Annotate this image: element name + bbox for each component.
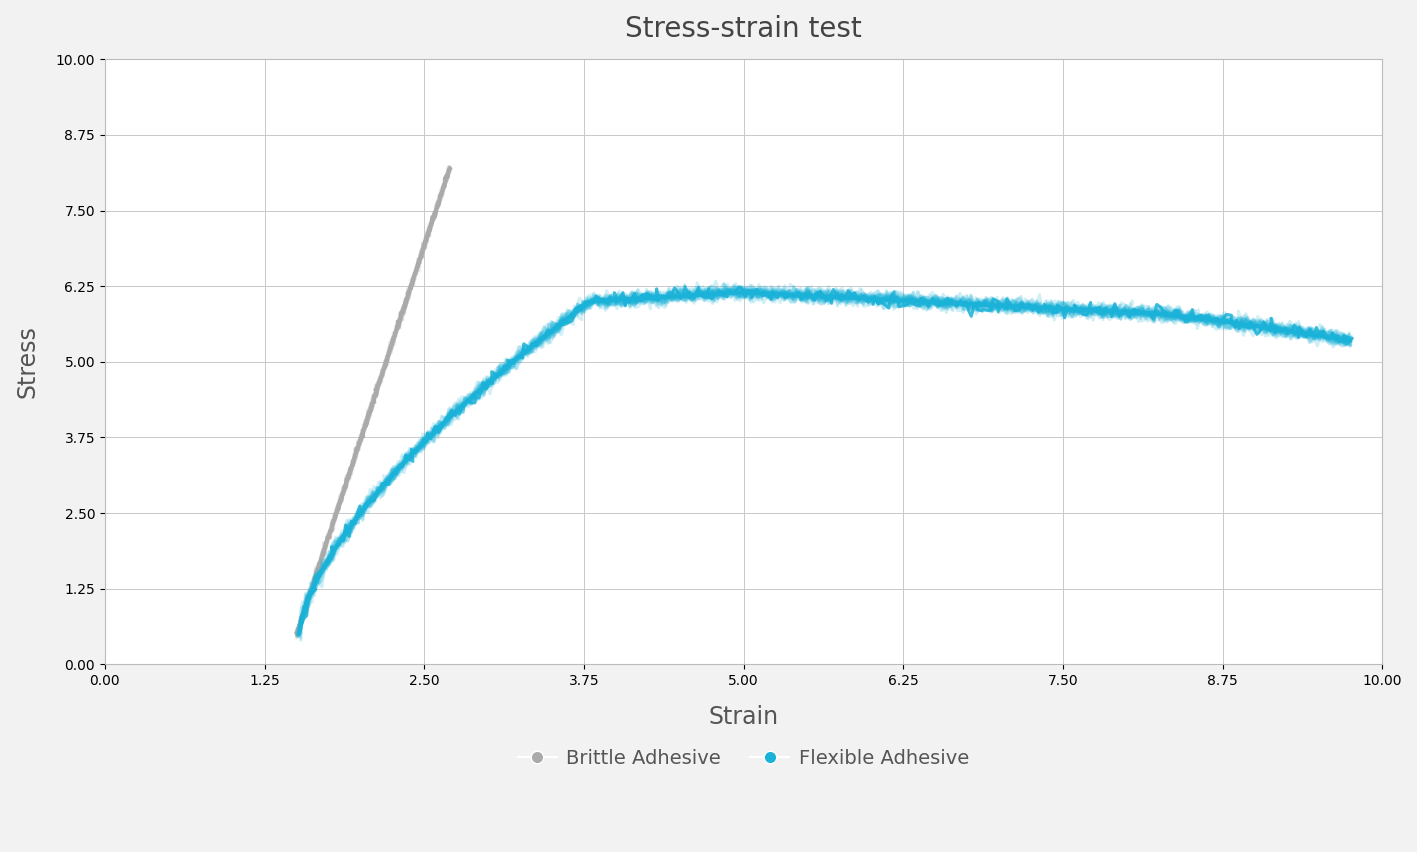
X-axis label: Strain: Strain [708,705,778,728]
Legend: Brittle Adhesive, Flexible Adhesive: Brittle Adhesive, Flexible Adhesive [510,741,978,775]
Title: Stress-strain test: Stress-strain test [625,15,862,43]
Y-axis label: Stress: Stress [16,325,40,398]
